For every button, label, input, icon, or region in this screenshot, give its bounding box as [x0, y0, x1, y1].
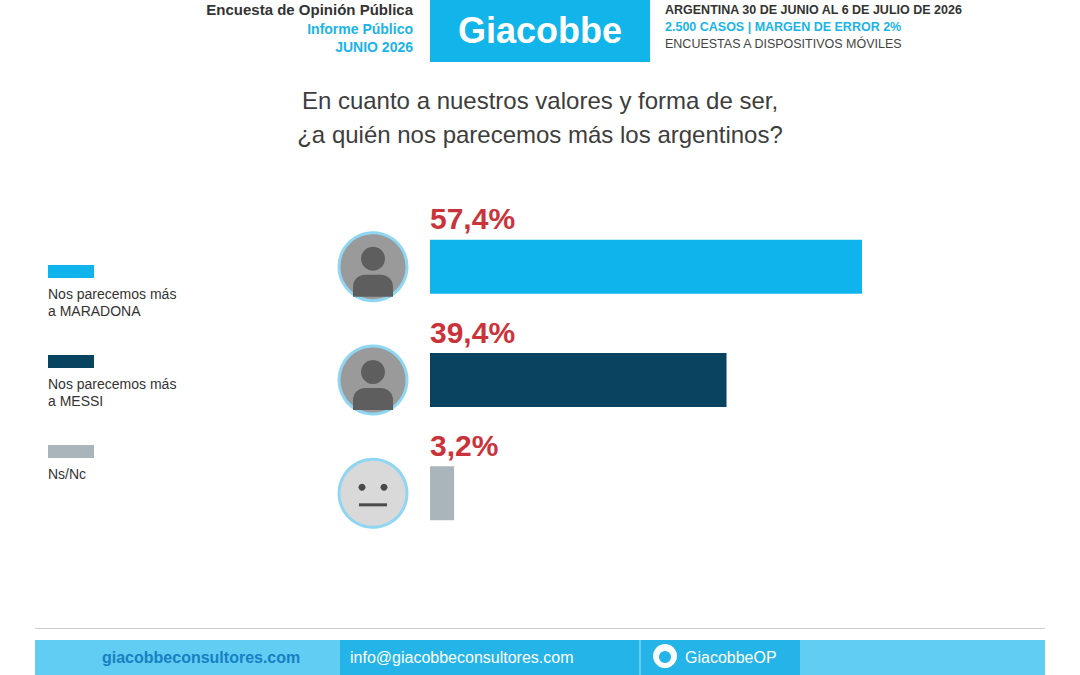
svg-text:En cuanto a nuestros valores y: En cuanto a nuestros valores y forma de …: [302, 87, 778, 114]
svg-text:ENCUESTAS A DISPOSITIVOS MÓVIL: ENCUESTAS A DISPOSITIVOS MÓVILES: [665, 36, 902, 51]
svg-text:57,4%: 57,4%: [430, 202, 515, 235]
svg-text:info@giacobbeconsultores.com: info@giacobbeconsultores.com: [350, 649, 573, 666]
svg-text:giacobbeconsultores.com: giacobbeconsultores.com: [102, 649, 300, 666]
svg-text:Ns/Nc: Ns/Nc: [48, 466, 86, 482]
svg-text:3,2%: 3,2%: [430, 429, 498, 462]
svg-text:a MESSI: a MESSI: [48, 393, 103, 409]
svg-text:¿a quién nos parecemos más los: ¿a quién nos parecemos más los argentino…: [297, 121, 783, 148]
svg-text:ARGENTINA 30 DE JUNIO AL 6 DE: ARGENTINA 30 DE JUNIO AL 6 DE JULIO DE 2…: [665, 3, 962, 17]
svg-text:Nos parecemos más: Nos parecemos más: [48, 286, 180, 302]
svg-text:Informe Público: Informe Público: [307, 21, 413, 37]
svg-text:GiacobbeOP: GiacobbeOP: [685, 649, 777, 666]
svg-text:a MARADONA: a MARADONA: [48, 303, 141, 319]
svg-text:Encuesta de Opinión Pública: Encuesta de Opinión Pública: [206, 1, 413, 18]
svg-text:2.500 CASOS | MARGEN DE ERROR: 2.500 CASOS | MARGEN DE ERROR 2%: [665, 20, 901, 34]
svg-text:39,4%: 39,4%: [430, 316, 515, 349]
svg-text:Nos parecemos más: Nos parecemos más: [48, 376, 180, 392]
svg-text:JUNIO 2026: JUNIO 2026: [335, 39, 413, 55]
svg-text:Giacobbe: Giacobbe: [458, 10, 622, 51]
